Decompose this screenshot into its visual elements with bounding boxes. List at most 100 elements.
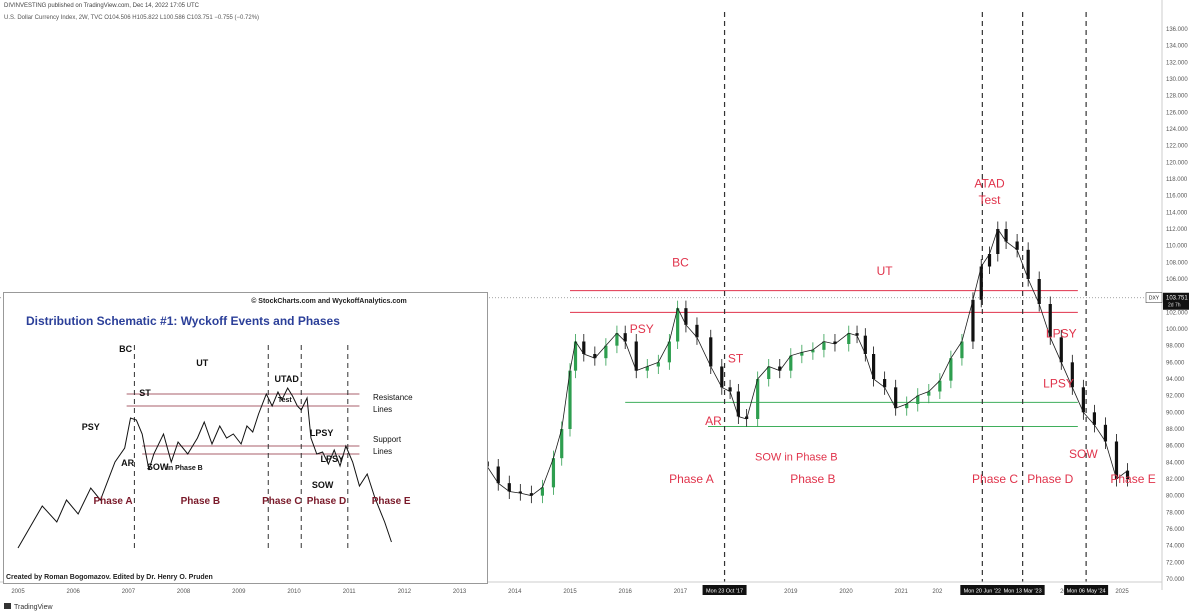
inset-event-label: SOW xyxy=(147,462,169,472)
candle-body xyxy=(1070,362,1074,388)
inset-event-label: UTAD xyxy=(275,374,300,384)
inset-event-label: BC xyxy=(119,344,132,354)
phase-label: Phase C xyxy=(972,472,1018,486)
x-axis[interactable]: 2005 2006 2007 2008 2009 2010 2011 2012 2013 2014… xyxy=(0,581,1162,611)
y-tick-label: 124.000 xyxy=(1166,127,1188,133)
y-tick-label: 106.000 xyxy=(1166,277,1188,283)
candle-body xyxy=(518,491,522,494)
date-marker-box xyxy=(1000,585,1045,595)
y-tick-label: 78.000 xyxy=(1166,510,1185,516)
price-tag-box xyxy=(1163,292,1189,310)
date-marker-box xyxy=(1064,585,1109,595)
candle-body xyxy=(1125,470,1130,479)
candle-body xyxy=(560,429,564,459)
x-tick-label: 2025 xyxy=(1115,589,1129,595)
candle-body xyxy=(778,366,782,371)
x-tick-label: 2010 xyxy=(287,589,301,595)
candle-body xyxy=(1114,441,1119,479)
candle-body xyxy=(496,466,500,484)
inset-phase-label: Phase E xyxy=(372,496,411,507)
event-label: AR xyxy=(705,414,722,428)
candle-body xyxy=(996,229,1000,254)
date-marker: Mon 06 May '24 xyxy=(1064,585,1109,595)
x-tick-label: 2014 xyxy=(508,589,522,595)
inset-event-label: in Phase B xyxy=(167,465,203,472)
x-tick-label: 2008 xyxy=(177,589,191,595)
candle-body xyxy=(582,341,586,354)
x-tick-label: 2012 xyxy=(398,589,412,595)
candle-body xyxy=(736,391,740,417)
x-tick-label: 2013 xyxy=(453,589,467,595)
inset-event-label: ST xyxy=(139,388,151,398)
y-tick-label: 102.000 xyxy=(1166,310,1188,316)
y-tick-label: 72.000 xyxy=(1166,560,1185,566)
y-tick-label: 110.000 xyxy=(1166,244,1188,250)
date-marker-box xyxy=(960,585,1005,595)
candle-body xyxy=(1059,337,1063,363)
event-label: LPSY xyxy=(1043,376,1074,390)
candle-body xyxy=(676,308,680,342)
inset-event-label: AR xyxy=(121,458,134,468)
event-label: PSY xyxy=(630,322,654,336)
event-label: Test xyxy=(979,193,1002,207)
candle-body xyxy=(938,380,942,392)
y-tick-label: 90.000 xyxy=(1166,410,1185,416)
y-tick-label: 136.000 xyxy=(1166,27,1188,33)
candle-body xyxy=(568,370,572,429)
inset-line-label: Lines xyxy=(373,447,392,456)
y-tick-label: 70.000 xyxy=(1166,577,1185,583)
candle-body xyxy=(1037,279,1041,304)
symbol-info-line: U.S. Dollar Currency Index, 2W, TVC O104… xyxy=(4,15,260,21)
inset-credit-bottom: Created by Roman Bogomazov. Edited by Dr… xyxy=(6,574,213,581)
event-label: UT xyxy=(877,264,894,278)
candle-body xyxy=(728,387,732,392)
x-tick-label: 2005 xyxy=(11,589,25,595)
inset-event-label: UT xyxy=(196,358,208,368)
event-label: BC xyxy=(672,256,689,270)
y-tick-label: 94.000 xyxy=(1166,377,1185,383)
candle-body xyxy=(623,333,627,342)
publish-line: DIVINVESTING published on TradingView.co… xyxy=(4,3,199,9)
y-tick-label: 92.000 xyxy=(1166,394,1185,400)
inset-phase-label: Phase D xyxy=(307,496,346,507)
inset-event-label: SOW xyxy=(312,480,334,490)
y-axis[interactable]: 70.000 72.000 74.000 76.000 78.000 80.000 82.0… xyxy=(1145,0,1189,590)
candle-body xyxy=(960,341,964,359)
candle-body xyxy=(1048,304,1052,338)
date-marker-box xyxy=(702,585,747,595)
y-tick-label: 134.000 xyxy=(1166,44,1188,50)
x-tick-label: 2015 xyxy=(563,589,577,595)
inset-phase-label: Phase C xyxy=(262,496,301,507)
candle-body xyxy=(1081,387,1085,413)
inset-title: Distribution Schematic #1: Wyckoff Event… xyxy=(26,314,340,328)
chart-annotations: BC PSY ST AR SOW in Phase B UT ATAD Test LPSY LPS… xyxy=(630,176,1156,486)
candle-body xyxy=(1092,412,1096,425)
x-tick-label: 2016 xyxy=(619,589,633,595)
x-tick-label: 2007 xyxy=(122,589,136,595)
candle-body xyxy=(916,395,920,404)
candle-body xyxy=(855,333,859,336)
candle-body xyxy=(789,355,793,371)
x-tick-label: 2009 xyxy=(232,589,246,595)
candle-body xyxy=(551,458,556,488)
y-tick-label: 74.000 xyxy=(1166,544,1185,550)
y-tick-label: 80.000 xyxy=(1166,494,1185,500)
event-label: LPSY xyxy=(1046,326,1077,340)
event-label: ST xyxy=(728,351,744,365)
tradingview-logo-icon xyxy=(4,603,11,609)
y-tick-label: 132.000 xyxy=(1166,60,1188,66)
inset-event-label: PSY xyxy=(82,422,100,432)
candle-body xyxy=(800,352,804,356)
candle-body xyxy=(905,404,909,409)
y-tick-label: 76.000 xyxy=(1166,527,1185,533)
candle-body xyxy=(667,341,671,363)
phase-label: Phase B xyxy=(790,472,835,486)
x-tick-label: 2006 xyxy=(67,589,81,595)
date-marker-label: Mon 20 Jun '22 xyxy=(964,589,1001,595)
candle-body xyxy=(684,308,688,325)
candle-body xyxy=(604,345,608,359)
y-tick-label: 82.000 xyxy=(1166,477,1185,483)
price-series xyxy=(485,221,1130,504)
y-tick-label: 116.000 xyxy=(1166,194,1188,200)
